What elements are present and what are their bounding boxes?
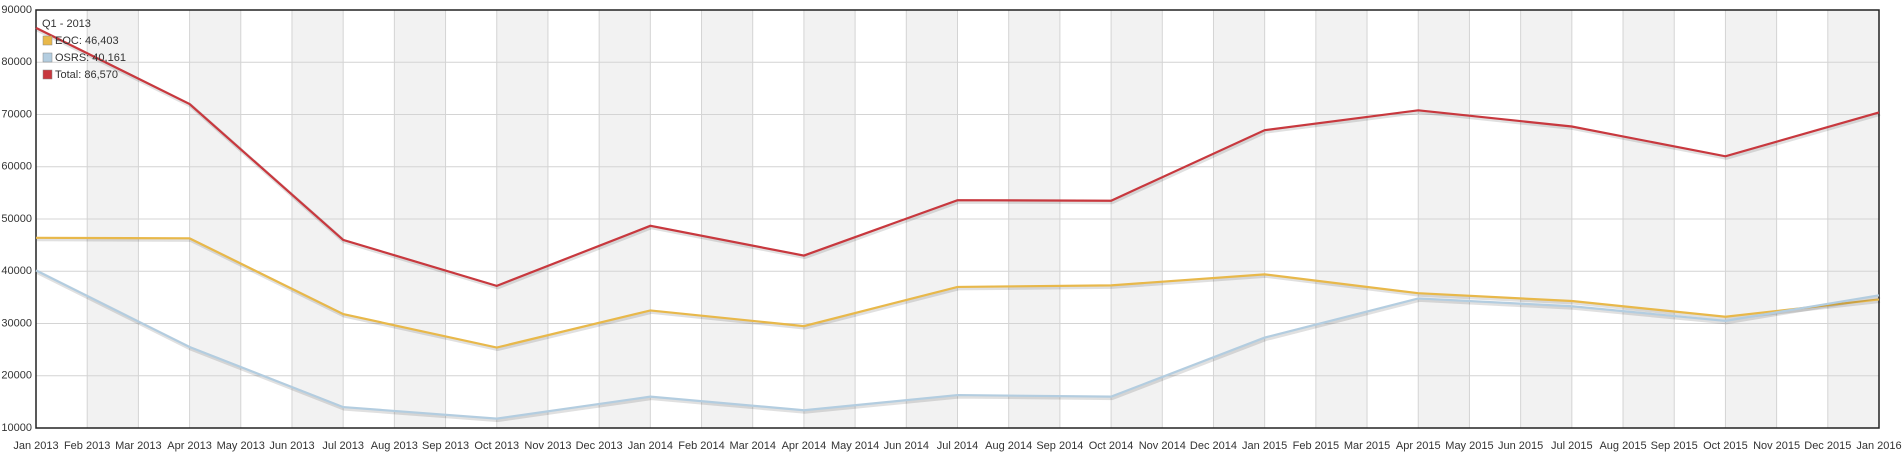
x-tick-label: Aug 2015 (1599, 440, 1646, 452)
x-tick-label: May 2014 (831, 440, 879, 452)
x-tick-label: Jan 2014 (628, 440, 673, 452)
x-tick-label: Sep 2015 (1651, 440, 1698, 452)
y-tick-label: 80000 (1, 56, 32, 68)
x-tick-label: Oct 2015 (1703, 440, 1748, 452)
x-tick-label: Dec 2014 (1190, 440, 1237, 452)
y-tick-label: 30000 (1, 317, 32, 329)
line-shadow (36, 27, 1881, 290)
x-tick-label: Apr 2014 (782, 440, 827, 452)
legend-label: OSRS: 40,161 (55, 52, 126, 64)
legend-label: EOC: 46,403 (55, 35, 119, 47)
x-tick-label: Jan 2013 (13, 440, 58, 452)
x-tick-label: May 2013 (217, 440, 265, 452)
x-tick-label: Jun 2015 (1498, 440, 1543, 452)
series-line (35, 269, 1880, 420)
y-tick-label: 90000 (1, 4, 32, 16)
x-tick-label: Dec 2015 (1804, 440, 1851, 452)
x-tick-label: Jan 2016 (1856, 440, 1901, 452)
series-line (35, 26, 1880, 288)
line-shadow (36, 237, 1881, 352)
legend-swatch (42, 35, 53, 46)
x-tick-label: May 2015 (1445, 440, 1493, 452)
x-tick-label: Sep 2013 (422, 440, 469, 452)
x-tick-label: Jul 2013 (322, 440, 364, 452)
x-tick-label: Oct 2013 (474, 440, 519, 452)
x-tick-label: Feb 2014 (678, 440, 724, 452)
x-tick-label: Feb 2013 (64, 440, 110, 452)
x-tick-label: Jul 2015 (1551, 440, 1593, 452)
x-tick-label: Mar 2013 (115, 440, 161, 452)
x-tick-label: Mar 2015 (1344, 440, 1390, 452)
y-tick-label: 40000 (1, 265, 32, 277)
x-tick-label: Oct 2014 (1089, 440, 1134, 452)
x-tick-label: Sep 2014 (1036, 440, 1083, 452)
y-tick-label: 10000 (1, 422, 32, 434)
x-tick-label: Feb 2015 (1293, 440, 1339, 452)
x-tick-label: Mar 2014 (729, 440, 775, 452)
x-tick-label: Jun 2013 (269, 440, 314, 452)
x-tick-label: Apr 2015 (1396, 440, 1441, 452)
y-tick-label: 60000 (1, 161, 32, 173)
legend-title: Q1 - 2013 (42, 18, 91, 30)
legend-swatch (42, 69, 53, 80)
x-tick-label: Aug 2013 (371, 440, 418, 452)
x-tick-label: Nov 2013 (524, 440, 571, 452)
y-tick-label: 20000 (1, 370, 32, 382)
x-tick-label: Jun 2014 (884, 440, 929, 452)
x-tick-label: Aug 2014 (985, 440, 1032, 452)
legend-label: Total: 86,570 (55, 69, 118, 81)
x-tick-label: Nov 2015 (1753, 440, 1800, 452)
x-tick-label: Dec 2013 (576, 440, 623, 452)
series-line (35, 236, 1880, 349)
x-tick-label: Jan 2015 (1242, 440, 1287, 452)
x-tick-label: Nov 2014 (1139, 440, 1186, 452)
x-tick-label: Jul 2014 (937, 440, 979, 452)
legend-swatch (42, 52, 53, 63)
x-tick-label: Apr 2013 (167, 440, 212, 452)
y-tick-label: 50000 (1, 213, 32, 225)
plot-border (35, 9, 1880, 429)
line-shadow (36, 270, 1881, 423)
y-tick-label: 70000 (1, 108, 32, 120)
